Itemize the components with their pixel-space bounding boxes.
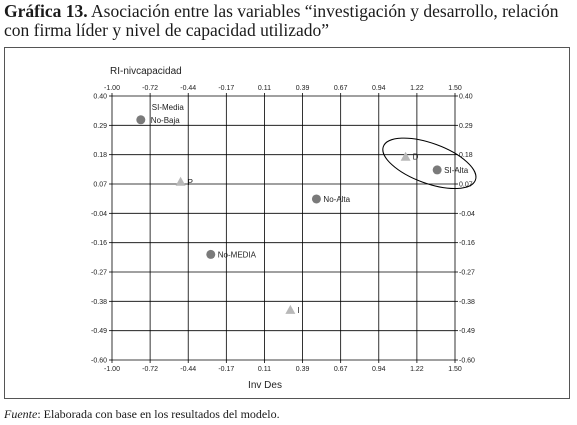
x-tick-label-top: -0.44 bbox=[180, 85, 196, 92]
figure-caption: Asociación entre las variables “investig… bbox=[4, 1, 559, 40]
source-text: : Elaborada con base en los resultados d… bbox=[37, 407, 280, 421]
x-tick-label-bottom: 0.94 bbox=[372, 366, 386, 373]
data-label: SI-Media bbox=[152, 103, 185, 112]
y-axis-label: RI-nivcapacidad bbox=[110, 66, 182, 77]
y-tick-label-left: -0.38 bbox=[91, 299, 107, 306]
x-tick-label-top: 0.94 bbox=[372, 85, 386, 92]
data-label: No-Baja bbox=[151, 116, 180, 125]
y-tick-label-right: -0.27 bbox=[459, 270, 475, 277]
y-tick-label-left: -0.49 bbox=[91, 328, 107, 335]
x-tick-label-bottom: -1.00 bbox=[104, 366, 120, 373]
x-tick-label-bottom: 1.22 bbox=[410, 366, 424, 373]
source-label: Fuente bbox=[4, 407, 38, 421]
chart-frame bbox=[4, 47, 570, 399]
y-tick-label-right: 0.40 bbox=[459, 94, 473, 101]
y-tick-label-right: -0.04 bbox=[459, 211, 475, 218]
y-tick-label-right: -0.16 bbox=[459, 240, 475, 247]
data-point-circle bbox=[206, 249, 216, 259]
x-tick-label-top: 1.22 bbox=[410, 85, 424, 92]
data-point-triangle bbox=[285, 304, 296, 314]
y-tick-label-left: -0.04 bbox=[91, 211, 107, 218]
data-label: No-Alta bbox=[323, 195, 350, 204]
x-tick-label-top: 0.67 bbox=[334, 85, 348, 92]
source-note: Fuente: Elaborada con base en los result… bbox=[4, 407, 280, 422]
x-tick-label-top: 0.11 bbox=[258, 85, 271, 92]
y-tick-label-left: 0.29 bbox=[93, 123, 107, 130]
x-tick-label-top: -1.00 bbox=[104, 85, 120, 92]
data-label: SI-Alta bbox=[444, 166, 469, 175]
data-label: P bbox=[188, 178, 193, 187]
data-point-circle bbox=[136, 115, 146, 125]
x-tick-label-top: 1.50 bbox=[448, 85, 462, 92]
x-tick-label-top: 0.39 bbox=[296, 85, 310, 92]
figure-number: Gráfica 13. bbox=[4, 1, 88, 21]
x-axis-label: Inv Des bbox=[248, 380, 282, 391]
y-tick-label-right: 0.07 bbox=[459, 182, 473, 189]
x-tick-label-top: -0.17 bbox=[218, 85, 234, 92]
y-tick-label-left: 0.40 bbox=[93, 94, 107, 101]
x-tick-label-bottom: -0.17 bbox=[218, 366, 234, 373]
y-tick-label-left: -0.16 bbox=[91, 240, 107, 247]
x-tick-label-bottom: 0.11 bbox=[258, 366, 271, 373]
chart-title: Gráfica 13. Asociación entre las variabl… bbox=[4, 2, 574, 40]
y-tick-label-right: 0.29 bbox=[459, 123, 473, 130]
x-tick-label-bottom: -0.44 bbox=[180, 366, 196, 373]
data-point-circle bbox=[432, 165, 442, 175]
x-tick-label-bottom: -0.72 bbox=[142, 366, 158, 373]
data-point-circle bbox=[311, 194, 321, 204]
data-label: No-MEDIA bbox=[218, 250, 257, 259]
y-tick-label-right: -0.49 bbox=[459, 328, 475, 335]
x-tick-label-bottom: 0.39 bbox=[296, 366, 310, 373]
data-point-triangle bbox=[400, 151, 411, 161]
x-tick-label-bottom: 1.50 bbox=[448, 366, 462, 373]
y-tick-label-left: 0.07 bbox=[93, 182, 107, 189]
x-tick-label-bottom: 0.67 bbox=[334, 366, 348, 373]
data-label: I bbox=[297, 306, 299, 315]
highlight-ellipse bbox=[382, 137, 477, 190]
y-tick-label-left: -0.27 bbox=[91, 270, 107, 277]
y-tick-label-left: 0.18 bbox=[93, 152, 107, 159]
y-tick-label-right: 0.18 bbox=[459, 152, 473, 159]
data-point-triangle bbox=[175, 176, 186, 186]
y-tick-label-right: -0.38 bbox=[459, 299, 475, 306]
data-label: D bbox=[413, 153, 419, 162]
y-tick-label-right: -0.60 bbox=[459, 358, 475, 365]
x-tick-label-top: -0.72 bbox=[142, 85, 158, 92]
y-tick-label-left: -0.60 bbox=[91, 358, 107, 365]
